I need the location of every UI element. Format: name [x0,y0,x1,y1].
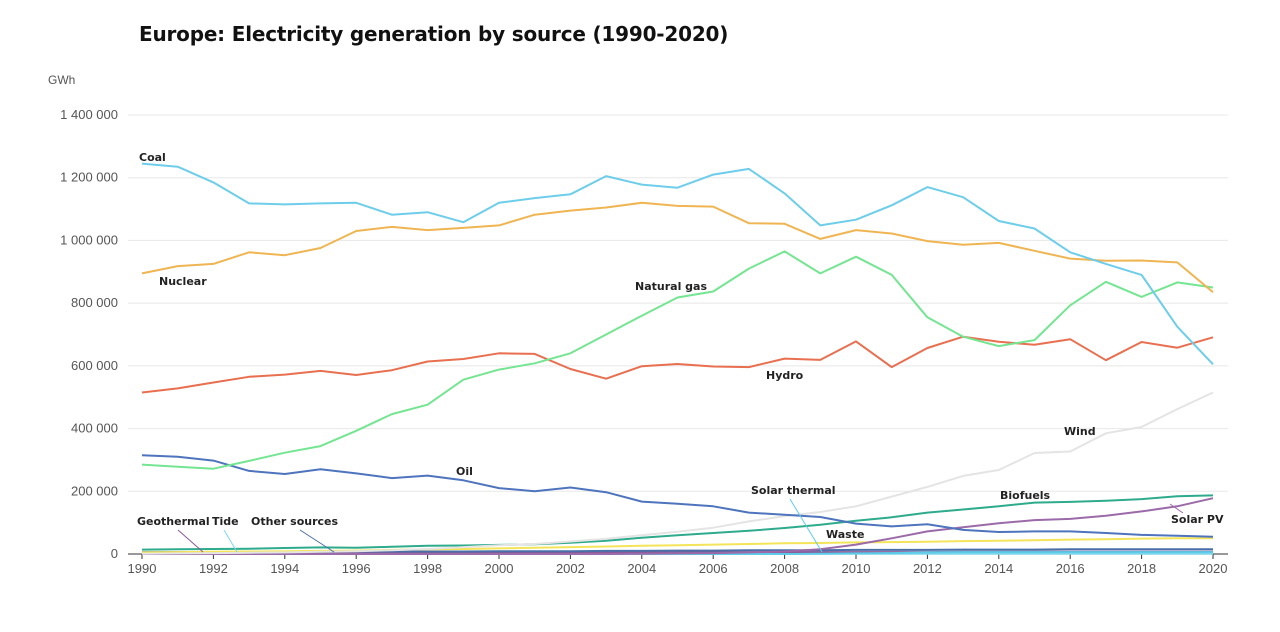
series-line-nuclear [141,201,1214,293]
chart-title: Europe: Electricity generation by source… [139,22,729,46]
y-tick-label: 0 [111,546,118,561]
x-tick-label: 2016 [1056,561,1085,576]
x-tick-label: 2018 [1127,561,1156,576]
series-line-oil [141,454,1214,538]
leader-geothermal [177,529,204,553]
series-line-coal [141,162,1214,365]
x-tick-label: 2020 [1199,561,1228,576]
x-tick-label: 2010 [842,561,871,576]
series-line-hydro [141,335,1214,394]
y-tick-label: 1 000 000 [60,232,118,247]
y-tick-label: 200 000 [71,483,118,498]
leader-solar-pv [1169,503,1184,514]
leader-other-sources [299,529,335,553]
x-tick-label: 2012 [913,561,942,576]
x-tick-label: 2002 [556,561,585,576]
label-other-sources: Other sources [251,515,338,528]
y-axis: GWh 0 200 000 400 000 600 000 800 000 1 000 00… [48,73,118,561]
label-tide: Tide [212,515,239,528]
y-tick-label: 800 000 [71,295,118,310]
x-tick-label: 1992 [199,561,228,576]
series-lines [141,162,1214,555]
x-tick-label: 2014 [984,561,1013,576]
label-coal: Coal [139,151,166,164]
x-tick-label: 1990 [128,561,157,576]
label-geothermal: Geothermal [137,515,210,528]
label-wind: Wind [1064,425,1096,438]
x-tick-label: 1994 [270,561,299,576]
leader-tide [223,529,238,553]
series-line-biofuels [141,494,1214,551]
label-nuclear: Nuclear [159,275,207,288]
x-tick-label: 2008 [770,561,799,576]
y-tick-label: 1 200 000 [60,170,118,185]
label-solar-pv: Solar PV [1171,513,1224,526]
label-waste: Waste [826,528,864,541]
label-natural-gas: Natural gas [635,280,707,293]
label-oil: Oil [456,465,473,478]
x-axis: 1990 1992 1994 1996 1998 2000 2002 2004 2006 2008… [128,554,1228,576]
y-tick-label: 600 000 [71,358,118,373]
label-leader-lines [177,498,1184,553]
series-labels: Coal Nuclear Natural gas Hydro Wind Oil Solar … [137,151,1224,541]
series-line-natural-gas [141,250,1214,470]
x-tick-label: 2006 [699,561,728,576]
label-solar-thermal: Solar thermal [751,484,836,497]
x-tick-label: 2004 [627,561,656,576]
label-biofuels: Biofuels [1000,489,1051,502]
grid-lines [128,114,1228,555]
y-unit-label: GWh [48,73,75,87]
y-tick-label: 1 400 000 [60,107,118,122]
y-tick-label: 400 000 [71,421,118,436]
x-tick-label: 1998 [413,561,442,576]
leader-solar-thermal [789,498,823,553]
x-tick-label: 1996 [342,561,371,576]
series-line-wind [141,391,1214,555]
label-hydro: Hydro [766,369,804,382]
x-tick-label: 2000 [485,561,514,576]
series-line-solar-pv [142,497,1214,555]
